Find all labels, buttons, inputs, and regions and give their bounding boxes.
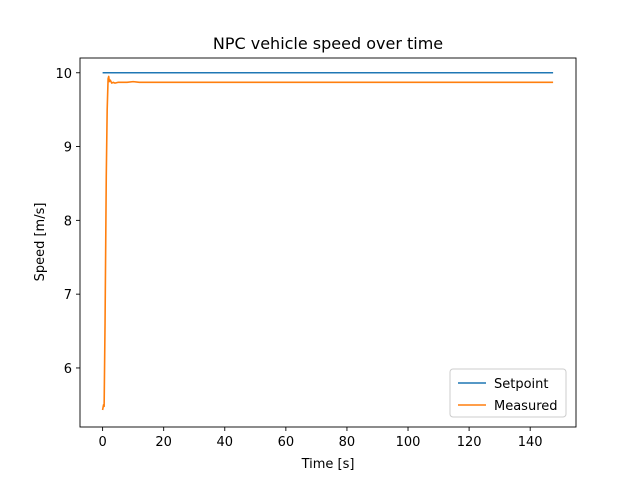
legend-label-measured: Measured [494, 399, 558, 414]
legend: Setpoint Measured [449, 368, 567, 418]
chart-title: NPC vehicle speed over time [213, 34, 443, 53]
x-tick-label: 60 [278, 435, 295, 450]
legend-label-setpoint: Setpoint [494, 377, 549, 392]
x-axis-ticks: 0 20 40 60 80 100 120 140 [98, 427, 543, 450]
y-axis-label: Speed [m/s] [33, 203, 48, 282]
plot-area [79, 57, 577, 428]
x-axis-label: Time [s] [301, 457, 355, 472]
x-tick-label: 0 [98, 435, 106, 450]
y-axis-ticks: 6 7 8 9 10 [55, 67, 80, 377]
x-tick-label: 80 [339, 435, 356, 450]
x-tick-label: 20 [155, 435, 172, 450]
x-tick-label: 120 [457, 435, 482, 450]
x-tick-label: 100 [396, 435, 421, 450]
y-tick-label: 8 [64, 214, 72, 229]
series-line-measured [101, 75, 554, 411]
x-tick-label: 40 [216, 435, 233, 450]
y-tick-label: 6 [64, 362, 72, 377]
x-tick-label: 140 [518, 435, 543, 450]
y-tick-label: 10 [55, 67, 72, 82]
y-tick-label: 7 [64, 288, 72, 303]
y-tick-label: 9 [64, 141, 72, 156]
axes-frame [79, 57, 577, 428]
